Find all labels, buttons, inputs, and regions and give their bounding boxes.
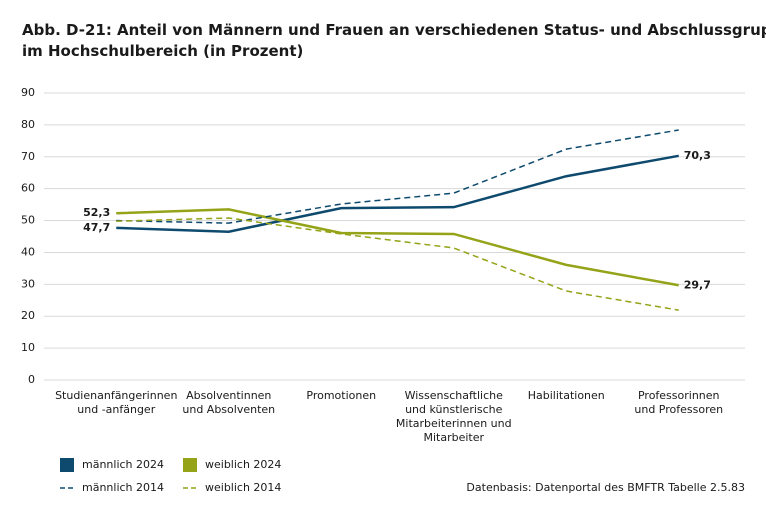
series-line — [116, 154, 679, 233]
legend-label: weiblich 2014 — [205, 481, 281, 494]
series-line — [116, 129, 679, 224]
x-tick-label-line: und Professoren — [634, 403, 723, 416]
value-label: 47,7 — [83, 221, 110, 234]
x-tick-label-line: Wissenschaftliche — [405, 389, 504, 402]
x-tick-label: Promotionen — [306, 389, 376, 402]
x-tick-label-line: und -anfänger — [77, 403, 155, 416]
legend-swatch — [183, 458, 197, 472]
title-line: Abb. D-21: Anteil von Männern und Frauen… — [22, 21, 766, 39]
x-tick-label-line: Absolventinnen — [186, 389, 271, 402]
y-tick-label: 60 — [21, 182, 35, 195]
source-note: Datenbasis: Datenportal des BMFTR Tabell… — [466, 481, 745, 494]
value-label: 70,3 — [684, 149, 711, 162]
x-tick-label-line: und künstlerische — [405, 403, 503, 416]
legend-swatch — [60, 458, 74, 472]
x-tick-label: Habilitationen — [528, 389, 605, 402]
y-tick-label: 40 — [21, 245, 35, 258]
x-tick-label: Wissenschaftliche und künstlerische Mitarb… — [396, 389, 512, 444]
series-line — [116, 208, 679, 287]
legend-label: männlich 2014 — [82, 481, 164, 494]
title-line: im Hochschulbereich (in Prozent) — [22, 42, 303, 60]
x-tick-label-line: Promotionen — [306, 389, 376, 402]
y-tick-label: 70 — [21, 150, 35, 163]
x-tick-label: Absolventinnen und Absolventen — [182, 389, 275, 416]
y-tick-label: 80 — [21, 118, 35, 131]
y-tick-label: 30 — [21, 277, 35, 290]
y-tick-label: 20 — [21, 309, 35, 322]
y-tick-label: 50 — [21, 214, 35, 227]
x-tick-label-line: Studienanfängerinnen — [55, 389, 177, 402]
y-tick-label: 0 — [28, 373, 35, 386]
x-tick-label: Professorinnen und Professoren — [634, 389, 723, 416]
x-tick-label-line: Mitarbeiter — [423, 431, 484, 444]
chart-title: Abb. D-21: Anteil von Männern und Frauen… — [22, 21, 766, 60]
legend-label: männlich 2024 — [82, 458, 164, 471]
x-tick-label-line: und Absolventen — [182, 403, 275, 416]
x-tick-label-line: Mitarbeiterinnen und — [396, 417, 512, 430]
value-label: 52,3 — [83, 206, 110, 219]
y-tick-label: 10 — [21, 341, 35, 354]
legend-label: weiblich 2024 — [205, 458, 281, 471]
y-tick-label: 90 — [21, 86, 35, 99]
x-tick-label-line: Professorinnen — [638, 389, 720, 402]
x-tick-label: Studienanfängerinnen und -anfänger — [55, 389, 177, 416]
value-label: 29,7 — [684, 278, 711, 291]
series-line — [116, 217, 679, 311]
x-tick-label-line: Habilitationen — [528, 389, 605, 402]
